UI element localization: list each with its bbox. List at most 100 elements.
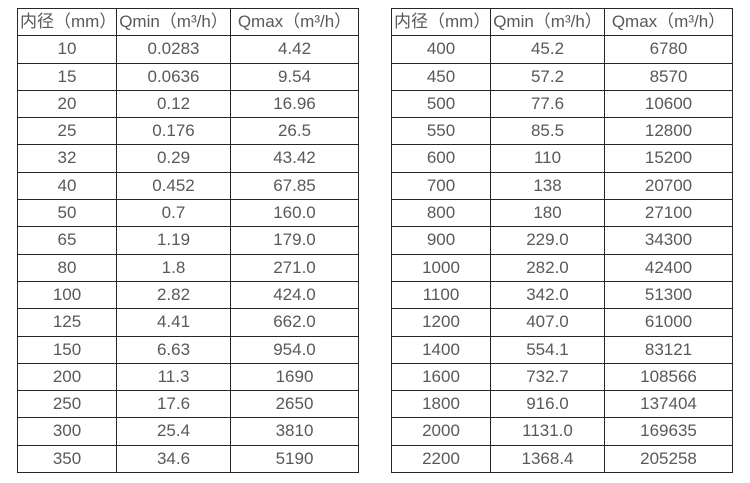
table-cell-qmin: 6.63: [116, 335, 231, 364]
table-cell-qmin: 4.41: [116, 308, 231, 337]
table-cell-qmax: 34300: [604, 226, 733, 255]
table-cell-qmin: 407.0: [490, 308, 605, 337]
table-cell-qmin: 45.2: [490, 35, 605, 64]
table-cell-qmax: 16.96: [230, 89, 359, 119]
table-row: 50 0.7 160.0: [17, 199, 359, 228]
table-cell-qmin: 0.0283: [116, 35, 231, 64]
table-cell-diameter: 20: [17, 89, 117, 119]
table-row: 500 77.6 10600: [391, 89, 733, 119]
table-cell-qmax: 67.85: [230, 171, 359, 201]
table-cell-qmax: 205258: [604, 444, 733, 474]
table-cell-diameter: 250: [17, 390, 117, 419]
table-row: 200 11.3 1690: [17, 362, 359, 392]
table-cell-qmax: 83121: [604, 335, 733, 364]
table-cell-diameter: 450: [391, 62, 491, 91]
table-row: 65 1.19 179.0: [17, 226, 359, 255]
table-cell-qmax: 108566: [604, 362, 733, 392]
table-cell-qmax: 169635: [604, 417, 733, 446]
table-cell-diameter: 200: [17, 362, 117, 392]
table-cell-qmax: 43.42: [230, 144, 359, 173]
table-cell-qmin: 916.0: [490, 390, 605, 419]
flow-rate-tables: 内径（mm） Qmin（m³/h） Qmax（m³/h） 10 0.0283 4.42 1…: [17, 7, 733, 474]
table-row: 10 0.0283 4.42: [17, 35, 359, 64]
table-cell-diameter: 80: [17, 253, 117, 282]
table-cell-qmax: 12800: [604, 117, 733, 146]
header-row: 内径（mm） Qmin（m³/h） Qmax（m³/h）: [17, 7, 359, 37]
table-row: 1400 554.1 83121: [391, 335, 733, 364]
table-cell-qmax: 9.54: [230, 62, 359, 91]
table-row: 1200 407.0 61000: [391, 308, 733, 337]
table-cell-qmax: 137404: [604, 390, 733, 419]
table-cell-diameter: 2000: [391, 417, 491, 446]
table-row: 300 25.4 3810: [17, 417, 359, 446]
column-header-qmin: Qmin（m³/h）: [116, 7, 231, 37]
table-cell-qmin: 1.8: [116, 253, 231, 282]
table-cell-qmin: 85.5: [490, 117, 605, 146]
table-cell-qmin: 77.6: [490, 89, 605, 119]
table-cell-qmin: 1.19: [116, 226, 231, 255]
table-cell-diameter: 1400: [391, 335, 491, 364]
table-cell-qmax: 6780: [604, 35, 733, 64]
table-row: 2200 1368.4 205258: [391, 444, 733, 474]
table-cell-qmax: 27100: [604, 199, 733, 228]
table-cell-qmin: 732.7: [490, 362, 605, 392]
table-row: 125 4.41 662.0: [17, 308, 359, 337]
table-cell-qmax: 26.5: [230, 117, 359, 146]
table-row: 400 45.2 6780: [391, 35, 733, 64]
column-header-diameter: 内径（mm）: [17, 7, 117, 37]
table-cell-qmax: 954.0: [230, 335, 359, 364]
table-row: 32 0.29 43.42: [17, 144, 359, 173]
table-row: 600 110 15200: [391, 144, 733, 173]
table-cell-qmin: 1368.4: [490, 444, 605, 474]
table-cell-qmin: 138: [490, 171, 605, 201]
column-header-diameter: 内径（mm）: [391, 7, 491, 37]
table-cell-qmin: 34.6: [116, 444, 231, 474]
table-cell-qmin: 0.452: [116, 171, 231, 201]
table-cell-diameter: 800: [391, 199, 491, 228]
table-row: 1100 342.0 51300: [391, 280, 733, 310]
table-cell-diameter: 125: [17, 308, 117, 337]
table-cell-diameter: 50: [17, 199, 117, 228]
table-row: 100 2.82 424.0: [17, 280, 359, 310]
column-header-qmax: Qmax（m³/h）: [604, 7, 733, 37]
table-cell-qmax: 2650: [230, 390, 359, 419]
table-cell-qmax: 8570: [604, 62, 733, 91]
table-row: 150 6.63 954.0: [17, 335, 359, 364]
table-cell-qmax: 662.0: [230, 308, 359, 337]
table-row: 800 180 27100: [391, 199, 733, 228]
table-cell-qmax: 4.42: [230, 35, 359, 64]
table-cell-qmin: 11.3: [116, 362, 231, 392]
table-cell-qmax: 42400: [604, 253, 733, 282]
table-cell-qmin: 0.29: [116, 144, 231, 173]
table-cell-diameter: 1600: [391, 362, 491, 392]
table-row: 40 0.452 67.85: [17, 171, 359, 201]
table-cell-qmin: 554.1: [490, 335, 605, 364]
table-row: 15 0.0636 9.54: [17, 62, 359, 91]
table-cell-diameter: 32: [17, 144, 117, 173]
table-row: 20 0.12 16.96: [17, 89, 359, 119]
table-cell-diameter: 550: [391, 117, 491, 146]
table-cell-diameter: 65: [17, 226, 117, 255]
table-row: 80 1.8 271.0: [17, 253, 359, 282]
table-cell-qmax: 1690: [230, 362, 359, 392]
table-cell-diameter: 700: [391, 171, 491, 201]
table-cell-qmax: 424.0: [230, 280, 359, 310]
table-cell-qmin: 0.12: [116, 89, 231, 119]
table-cell-diameter: 350: [17, 444, 117, 474]
flow-table-large-diameters: 内径（mm） Qmin（m³/h） Qmax（m³/h） 400 45.2 6780 45…: [391, 7, 733, 474]
table-cell-qmin: 180: [490, 199, 605, 228]
table-cell-qmax: 160.0: [230, 199, 359, 228]
table-row: 2000 1131.0 169635: [391, 417, 733, 446]
table-cell-diameter: 150: [17, 335, 117, 364]
table-row: 250 17.6 2650: [17, 390, 359, 419]
table-cell-diameter: 25: [17, 117, 117, 146]
table-cell-qmin: 57.2: [490, 62, 605, 91]
table-cell-qmax: 61000: [604, 308, 733, 337]
table-cell-qmin: 110: [490, 144, 605, 173]
column-header-qmin: Qmin（m³/h）: [490, 7, 605, 37]
table-cell-qmin: 0.7: [116, 199, 231, 228]
column-header-qmax: Qmax（m³/h）: [230, 7, 359, 37]
table-cell-diameter: 500: [391, 89, 491, 119]
table-cell-diameter: 1000: [391, 253, 491, 282]
table-cell-qmax: 271.0: [230, 253, 359, 282]
